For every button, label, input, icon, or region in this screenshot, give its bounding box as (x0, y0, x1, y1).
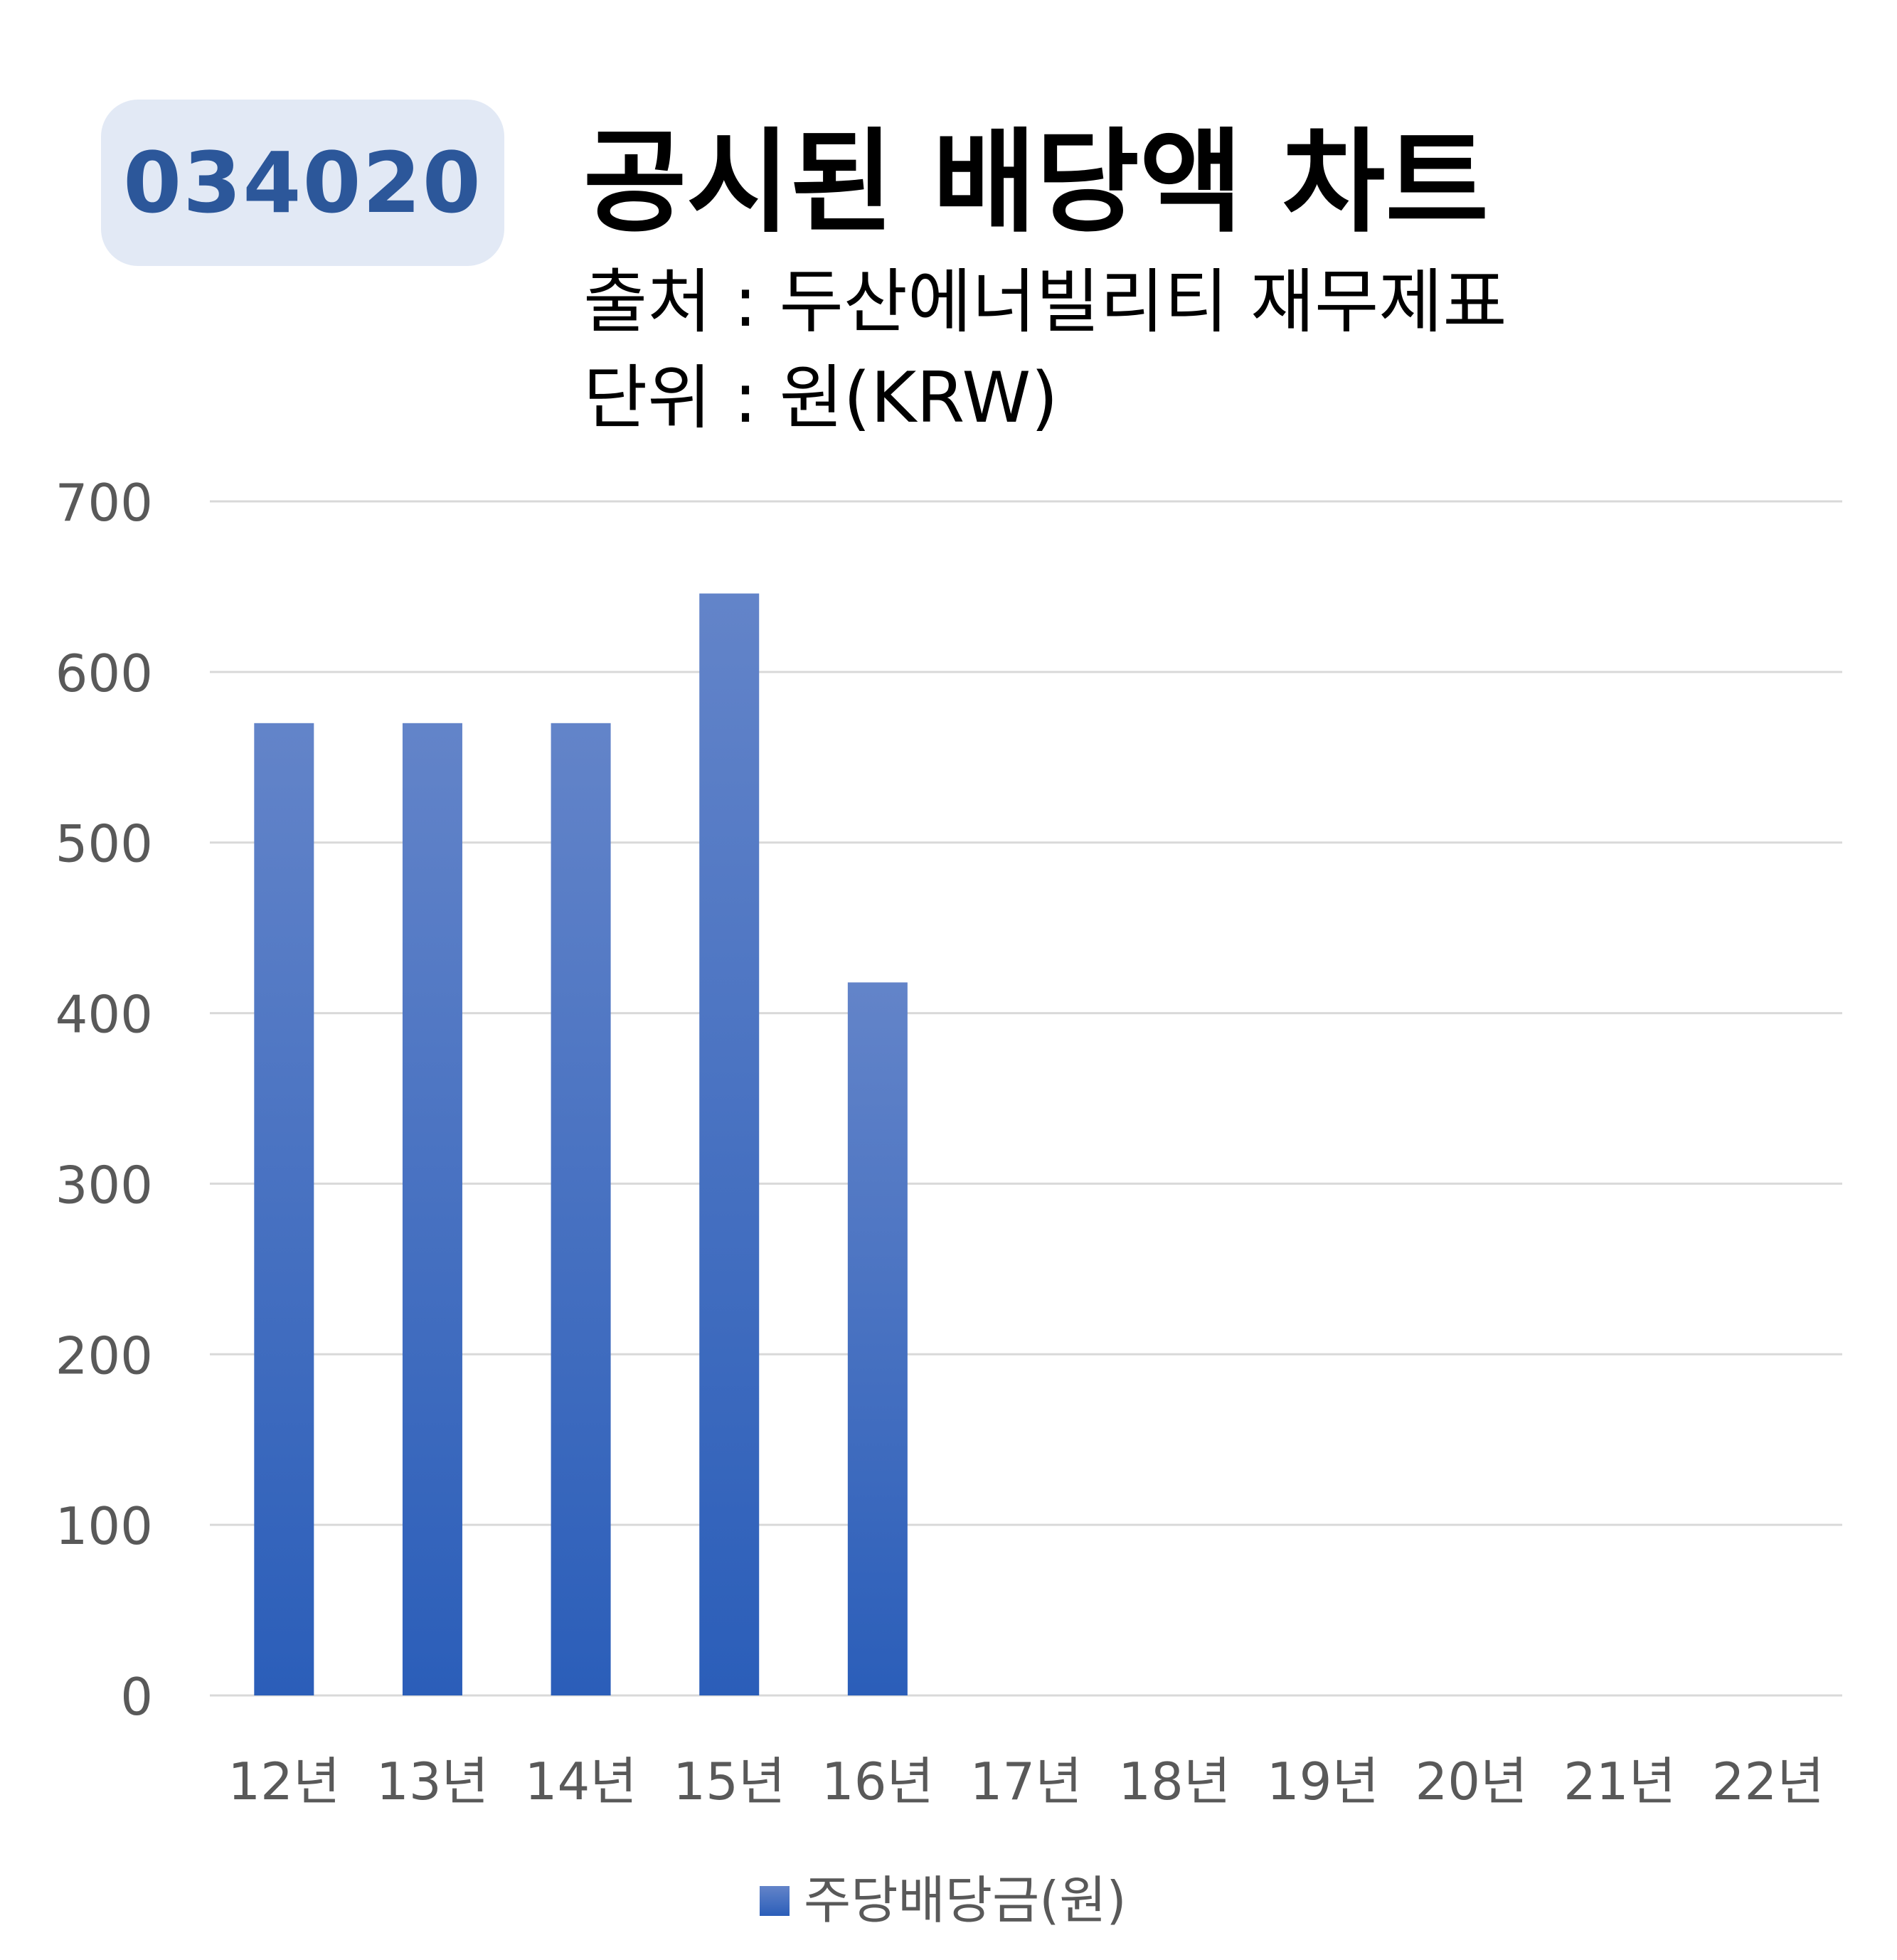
chart-source: 출처 : 두산에너빌리티 재무제표 (583, 262, 1507, 343)
stock-code: 034020 (123, 134, 482, 232)
legend: 주당배당금(원) (760, 1870, 1127, 1930)
bar (402, 723, 462, 1696)
y-tick-label: 300 (55, 1155, 153, 1215)
x-tick-label: 16년 (822, 1752, 934, 1811)
chart-unit: 단위 : 원(KRW) (583, 358, 1058, 439)
y-tick-label: 0 (120, 1667, 153, 1727)
x-axis-ticks: 12년 13년 14년 15년 16년 17년 18년 19년 20년 21년 22년 (228, 1752, 1824, 1811)
x-tick-label: 21년 (1563, 1752, 1676, 1811)
grid-lines (210, 500, 1842, 1697)
stock-code-badge: 034020 (101, 100, 504, 266)
x-tick-label: 19년 (1267, 1752, 1379, 1811)
x-tick-label: 14년 (525, 1752, 637, 1811)
bar (551, 723, 611, 1696)
y-tick-label: 600 (55, 644, 153, 703)
x-tick-label: 15년 (673, 1752, 785, 1811)
y-tick-label: 700 (55, 473, 153, 533)
y-tick-label: 100 (55, 1496, 153, 1556)
bar (847, 982, 908, 1695)
x-tick-label: 20년 (1415, 1752, 1527, 1811)
x-tick-label: 17년 (970, 1752, 1083, 1811)
y-tick-label: 400 (55, 985, 153, 1045)
y-tick-label: 200 (55, 1326, 153, 1385)
x-tick-label: 22년 (1712, 1752, 1824, 1811)
x-tick-label: 12년 (228, 1752, 340, 1811)
legend-label: 주당배당금(원) (804, 1870, 1127, 1930)
chart-title: 공시된 배당액 차트 (583, 117, 1489, 248)
bar (699, 593, 760, 1695)
x-tick-label: 13년 (376, 1752, 489, 1811)
legend-swatch (760, 1886, 790, 1916)
y-axis-ticks: 0 100 200 300 400 500 600 700 (55, 473, 153, 1727)
bars (254, 593, 908, 1696)
y-tick-label: 500 (55, 814, 153, 874)
bar (254, 723, 314, 1696)
x-tick-label: 18년 (1118, 1752, 1231, 1811)
